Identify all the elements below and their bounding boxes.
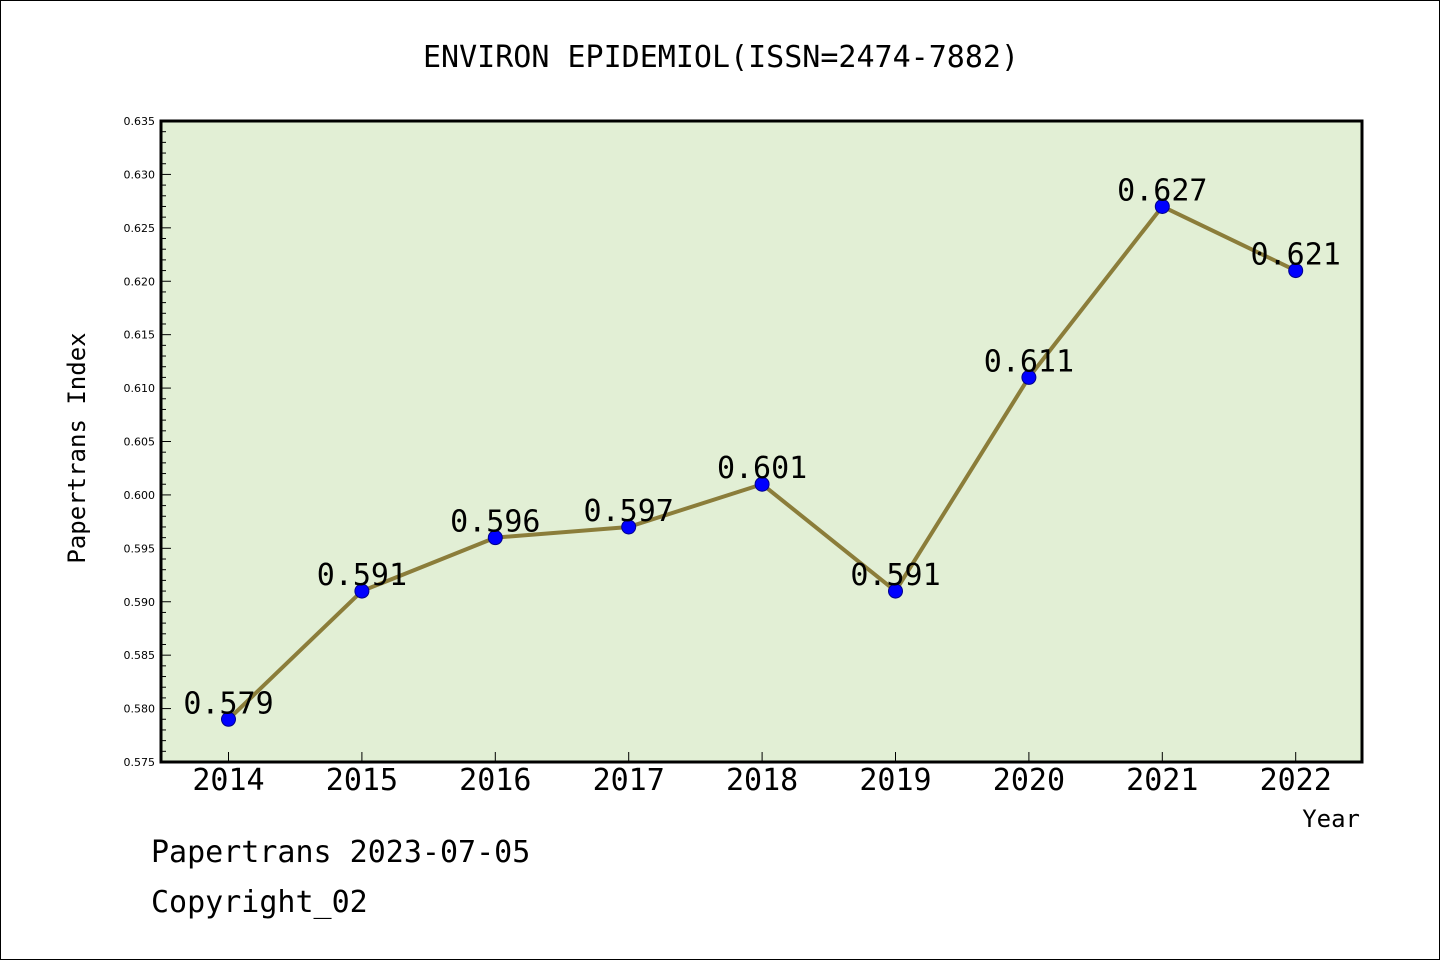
y-tick-label: 0.625 <box>124 222 156 235</box>
data-point <box>354 583 370 599</box>
data-point <box>888 583 903 599</box>
y-tick-label: 0.595 <box>124 542 156 555</box>
y-tick-label: 0.600 <box>124 489 156 502</box>
data-point <box>221 711 236 727</box>
y-tick-label: 0.590 <box>124 596 156 609</box>
x-tick-label: 2021 <box>1126 763 1198 798</box>
x-tick-label: 2020 <box>993 763 1065 798</box>
data-label: 0.601 <box>717 451 807 486</box>
data-point <box>621 519 637 535</box>
x-tick-label: 2019 <box>859 763 931 798</box>
x-tick-label: 2018 <box>726 763 798 798</box>
data-label: 0.596 <box>450 505 540 540</box>
y-tick-label: 0.585 <box>124 649 156 662</box>
data-label: 0.579 <box>183 686 273 721</box>
chart-title: ENVIRON EPIDEMIOL(ISSN=2474-7882) <box>423 40 1019 75</box>
data-point <box>754 476 770 492</box>
data-label: 0.591 <box>850 558 940 593</box>
data-label: 0.597 <box>584 494 674 529</box>
y-tick-label: 0.580 <box>124 703 156 716</box>
series-layer: 0.579 0.591 0.596 0.597 0.601 0.591 0.611 0.627… <box>183 173 1341 727</box>
y-axis: 0.575 0.580 0.585 0.590 0.595 0.600 0.605 0.610… <box>124 115 171 769</box>
y-tick-label: 0.615 <box>124 329 156 342</box>
footer-copyright-text: Copyright_02 <box>151 885 368 920</box>
data-label: 0.627 <box>1117 173 1207 208</box>
x-tick-label: 2017 <box>593 763 665 798</box>
plot-area <box>159 119 1364 764</box>
x-tick-label: 2015 <box>326 763 398 798</box>
y-tick-label: 0.630 <box>124 168 156 181</box>
x-axis-title: Year <box>1302 805 1360 833</box>
x-axis: 2014 2015 2016 2017 2018 2019 2020 2021 2022 <box>192 752 1332 798</box>
data-point <box>1021 369 1037 385</box>
data-label: 0.621 <box>1251 238 1341 273</box>
y-tick-label: 0.610 <box>124 382 156 395</box>
y-axis-title: Papertrans Index <box>63 332 91 563</box>
y-tick-label: 0.620 <box>124 275 156 288</box>
y-tick-label: 0.575 <box>124 756 156 769</box>
footer-date-text: Papertrans 2023-07-05 <box>151 835 531 870</box>
y-tick-label: 0.635 <box>124 115 156 128</box>
data-point <box>1154 198 1170 214</box>
data-label: 0.611 <box>984 344 1074 379</box>
x-tick-label: 2022 <box>1260 763 1332 798</box>
data-label: 0.591 <box>317 558 407 593</box>
x-tick-label: 2016 <box>459 763 531 798</box>
data-point <box>487 530 503 546</box>
data-point <box>1288 263 1304 279</box>
x-tick-label: 2014 <box>192 763 264 798</box>
y-tick-label: 0.605 <box>124 436 156 449</box>
